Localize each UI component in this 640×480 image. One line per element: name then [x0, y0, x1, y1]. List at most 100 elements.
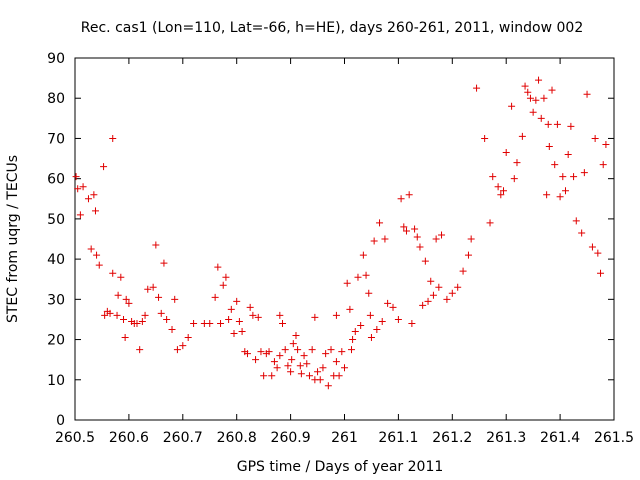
- data-point: [184, 334, 192, 342]
- data-point: [402, 227, 410, 235]
- x-tick-label: 260.9: [271, 430, 311, 446]
- data-point: [518, 132, 526, 140]
- data-point: [322, 350, 330, 358]
- data-point: [381, 235, 389, 243]
- data-point: [464, 251, 472, 259]
- data-point: [152, 241, 160, 249]
- data-point: [545, 142, 553, 150]
- data-point: [551, 161, 559, 169]
- data-point: [297, 370, 305, 378]
- data-point: [397, 195, 405, 203]
- data-point: [93, 251, 101, 259]
- data-point: [553, 120, 561, 128]
- x-tick-label: 261: [331, 430, 358, 446]
- data-point: [494, 183, 502, 191]
- data-point: [179, 342, 187, 350]
- data-point: [144, 285, 152, 293]
- data-point: [427, 277, 435, 285]
- x-tick-label: 261.1: [378, 430, 418, 446]
- data-point: [316, 376, 324, 384]
- data-point: [190, 319, 198, 327]
- data-point: [101, 311, 109, 319]
- x-tick-label: 260.8: [217, 430, 257, 446]
- data-points: [72, 76, 610, 390]
- data-point: [288, 356, 296, 364]
- y-axis-ticks: 0 10 20 30 40 50 60 70 80 90: [47, 51, 614, 429]
- data-point: [279, 319, 287, 327]
- data-point: [510, 175, 518, 183]
- y-tick-label: 50: [47, 212, 65, 228]
- data-point: [332, 358, 340, 366]
- data-point: [289, 340, 297, 348]
- data-point: [163, 315, 171, 323]
- data-point: [84, 195, 92, 203]
- x-tick-label: 260.7: [163, 430, 203, 446]
- y-tick-label: 90: [47, 51, 65, 67]
- data-point: [408, 319, 416, 327]
- data-point: [281, 346, 289, 354]
- data-point: [602, 140, 610, 148]
- data-point: [357, 321, 365, 329]
- data-point: [588, 243, 596, 251]
- data-point: [338, 348, 346, 356]
- data-point: [359, 251, 367, 259]
- y-axis-label: STEC from uqrg / TECUs: [5, 155, 21, 323]
- y-tick-label: 10: [47, 373, 65, 389]
- data-point: [235, 317, 243, 325]
- data-point: [252, 356, 260, 364]
- data-point: [473, 84, 481, 92]
- data-point: [435, 283, 443, 291]
- data-point: [526, 94, 534, 102]
- data-point: [411, 225, 419, 233]
- data-point: [481, 134, 489, 142]
- data-point: [109, 269, 117, 277]
- data-point: [373, 326, 381, 333]
- x-axis-label: GPS time / Days of year 2011: [237, 459, 444, 475]
- data-point: [95, 261, 103, 269]
- data-point: [400, 223, 408, 231]
- data-point: [500, 187, 508, 195]
- data-point: [599, 161, 607, 169]
- data-point: [141, 311, 149, 319]
- data-point: [561, 187, 569, 195]
- data-point: [580, 169, 588, 177]
- data-point: [120, 315, 128, 323]
- y-tick-label: 0: [56, 413, 65, 429]
- data-point: [138, 317, 146, 325]
- data-point: [305, 372, 313, 380]
- data-point: [502, 149, 510, 157]
- data-point: [365, 289, 373, 297]
- data-point: [570, 173, 578, 181]
- data-point: [370, 237, 378, 245]
- data-point: [524, 88, 532, 96]
- data-point: [225, 315, 233, 323]
- data-point: [540, 94, 548, 102]
- data-point: [508, 102, 516, 110]
- data-point: [532, 96, 540, 104]
- data-point: [122, 295, 130, 303]
- data-point: [294, 346, 302, 354]
- x-tick-label: 260.6: [109, 430, 149, 446]
- data-point: [292, 332, 300, 340]
- data-point: [559, 173, 567, 181]
- data-point: [594, 249, 602, 257]
- data-point: [343, 279, 351, 287]
- data-point: [227, 305, 235, 313]
- data-point: [206, 319, 214, 327]
- data-point: [413, 233, 421, 241]
- data-point: [367, 334, 375, 342]
- data-point: [296, 362, 304, 370]
- data-point: [332, 311, 340, 319]
- data-point: [454, 283, 462, 291]
- y-tick-label: 60: [47, 172, 65, 188]
- data-point: [578, 229, 586, 237]
- data-point: [308, 346, 316, 354]
- data-point: [543, 191, 551, 199]
- data-point: [497, 191, 505, 199]
- data-point: [149, 283, 157, 291]
- data-point: [521, 82, 529, 90]
- data-point: [467, 235, 475, 243]
- data-point: [443, 295, 451, 303]
- data-point: [597, 269, 605, 277]
- data-point: [314, 368, 322, 376]
